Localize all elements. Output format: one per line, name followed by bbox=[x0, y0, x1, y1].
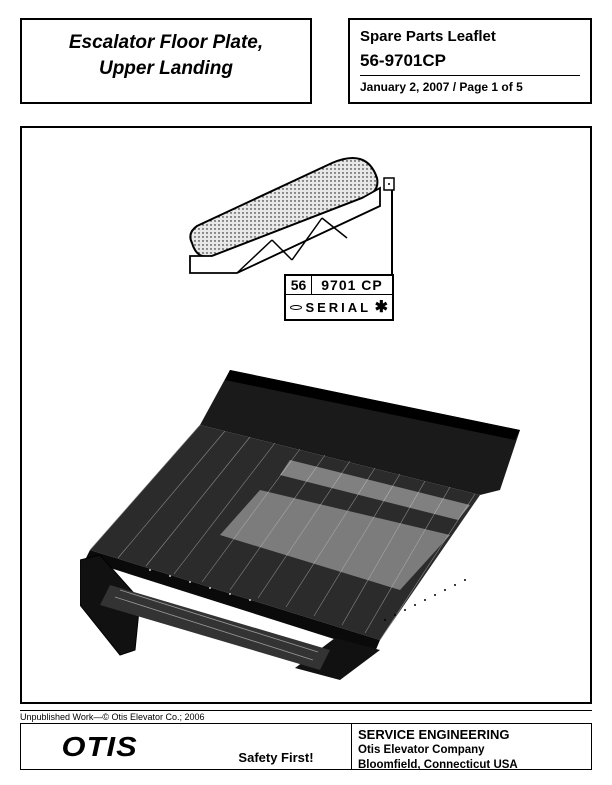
serial-cell-2: 9701 CP bbox=[312, 276, 392, 294]
copyright-line: Unpublished Work—© Otis Elevator Co.; 20… bbox=[20, 710, 592, 724]
footer-row: OTIS Safety First! SERVICE ENGINEERING O… bbox=[20, 724, 592, 770]
serial-label: SERIAL bbox=[305, 300, 371, 315]
floor-plate-image bbox=[80, 360, 540, 690]
title-line-2: Upper Landing bbox=[36, 56, 296, 82]
info-divider bbox=[360, 75, 580, 76]
safety-text: Safety First! bbox=[238, 750, 313, 765]
title-line-1: Escalator Floor Plate, bbox=[36, 30, 296, 56]
serial-row-2: SERIAL ✱ bbox=[286, 295, 392, 319]
otis-logo: OTIS bbox=[62, 731, 138, 763]
footer: Unpublished Work—© Otis Elevator Co.; 20… bbox=[20, 710, 592, 770]
serial-star-icon: ✱ bbox=[375, 297, 388, 317]
info-box: Spare Parts Leaflet 56-9701CP January 2,… bbox=[348, 18, 592, 104]
title-box: Escalator Floor Plate, Upper Landing bbox=[20, 18, 312, 104]
serial-row-1: 56 9701 CP bbox=[286, 276, 392, 295]
leader-line-v bbox=[391, 190, 393, 274]
safety-cell: Safety First! bbox=[201, 724, 351, 769]
logo-cell: OTIS bbox=[21, 724, 201, 769]
serial-cell-1: 56 bbox=[286, 276, 312, 294]
part-number: 56-9701CP bbox=[360, 51, 580, 71]
date-page: January 2, 2007 / Page 1 of 5 bbox=[360, 80, 580, 94]
serial-plate: 56 9701 CP SERIAL ✱ bbox=[284, 274, 394, 321]
leaflet-label: Spare Parts Leaflet bbox=[360, 28, 580, 45]
service-cell: SERVICE ENGINEERING Otis Elevator Compan… bbox=[351, 724, 591, 769]
header-row: Escalator Floor Plate, Upper Landing Spa… bbox=[20, 18, 592, 104]
company-name: Otis Elevator Company bbox=[358, 743, 585, 757]
company-location: Bloomfield, Connecticut USA bbox=[358, 758, 585, 772]
serial-oval-icon bbox=[290, 305, 302, 310]
main-diagram-box: 56 9701 CP SERIAL ✱ bbox=[20, 126, 592, 704]
service-heading: SERVICE ENGINEERING bbox=[358, 727, 585, 743]
